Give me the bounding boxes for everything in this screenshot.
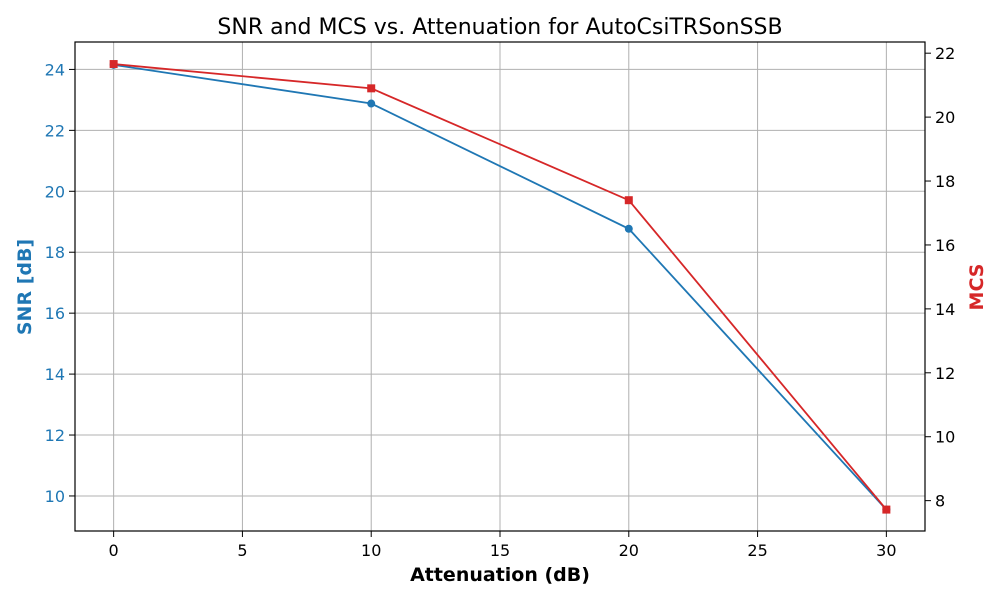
right-tick-label: 22 — [935, 44, 955, 63]
left-tick-label: 12 — [45, 426, 65, 445]
right-axis-label: MCS — [966, 264, 988, 311]
left-tick-label: 20 — [45, 182, 65, 201]
x-tick-label: 30 — [876, 541, 896, 560]
series-2-point — [624, 196, 633, 205]
x-tick-label: 0 — [109, 541, 119, 560]
series-1-point — [624, 224, 633, 233]
right-tick-label: 20 — [935, 108, 955, 127]
left-axis-ticks: 10 12 14 16 18 20 22 24 — [45, 60, 75, 506]
x-axis-ticks: 0 5 10 15 20 25 30 — [109, 531, 897, 560]
left-tick-label: 16 — [45, 304, 65, 323]
series-line-1 — [113, 63, 888, 511]
right-tick-label: 18 — [935, 172, 955, 191]
left-tick-label: 22 — [45, 121, 65, 140]
left-tick-label: 24 — [45, 60, 65, 79]
series-markers — [109, 60, 891, 514]
left-axis-label: SNR [dB] — [14, 239, 36, 335]
x-tick-label: 15 — [490, 541, 510, 560]
right-tick-label: 16 — [935, 236, 955, 255]
series-1-point — [367, 99, 376, 108]
left-tick-label: 10 — [45, 487, 65, 506]
series-lines — [113, 63, 888, 511]
right-tick-label: 14 — [935, 300, 955, 319]
series-line-2 — [113, 63, 888, 511]
right-tick-label: 12 — [935, 364, 955, 383]
grid — [75, 42, 925, 531]
left-tick-label: 14 — [45, 365, 65, 384]
x-tick-label: 5 — [237, 541, 247, 560]
series-2-point — [109, 60, 118, 69]
right-tick-label: 8 — [935, 492, 945, 511]
series-2-point — [367, 84, 376, 93]
left-tick-label: 18 — [45, 243, 65, 262]
x-axis-label: Attenuation (dB) — [410, 564, 590, 586]
x-tick-label: 10 — [361, 541, 381, 560]
x-tick-label: 25 — [747, 541, 767, 560]
x-tick-label: 20 — [619, 541, 639, 560]
right-tick-label: 10 — [935, 428, 955, 447]
right-axis-ticks: 8 10 12 14 16 18 20 22 — [925, 44, 955, 511]
chart-title: SNR and MCS vs. Attenuation for AutoCsiT… — [217, 15, 782, 40]
series-2-point — [882, 505, 891, 514]
